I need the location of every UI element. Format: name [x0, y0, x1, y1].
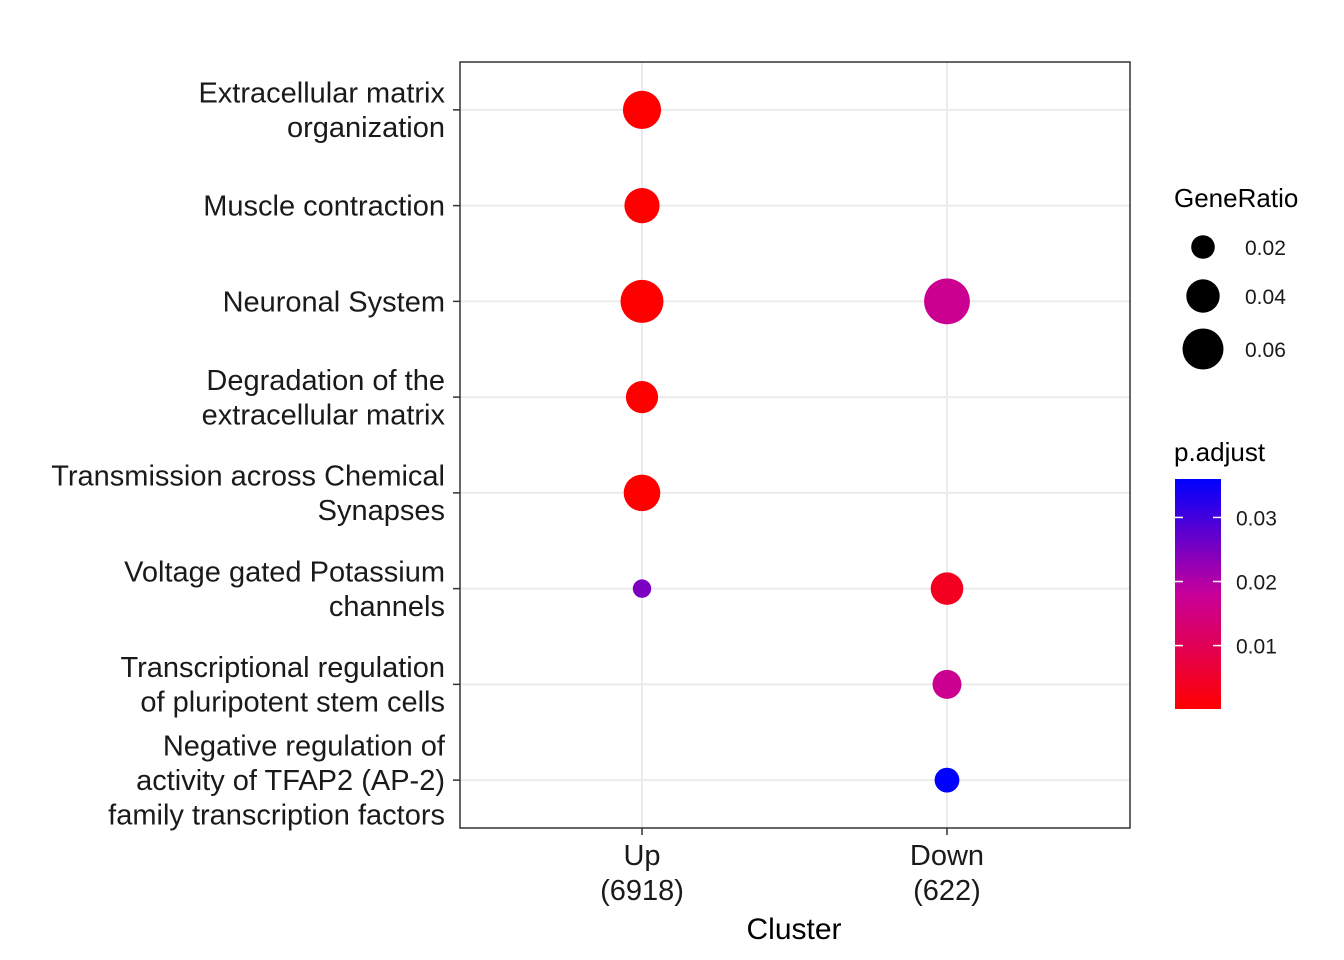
x-tick-label: Up [623, 840, 660, 872]
color-legend-label: 0.03 [1236, 507, 1277, 530]
color-legend-title: p.adjust [1174, 437, 1266, 467]
y-tick-label: Neuronal System [223, 286, 445, 318]
y-tick-label: extracellular matrix [202, 399, 446, 431]
y-tick-label: Synapses [318, 495, 445, 527]
color-legend-label: 0.01 [1236, 636, 1277, 659]
x-axis-labels: Up(6918) Down(622) [600, 828, 984, 907]
size-legend-label: 0.06 [1245, 339, 1286, 362]
color-legend: p.adjust 0.01 0.02 0.03 [1174, 437, 1277, 709]
size-legend: GeneRatio 0.02 0.04 0.06 [1174, 183, 1298, 370]
data-point [632, 579, 652, 598]
y-tick-label: of pluripotent stem cells [140, 687, 445, 719]
y-tick-label: family transcription factors [108, 800, 445, 832]
size-legend-dot [1182, 328, 1224, 370]
size-legend-title: GeneRatio [1174, 183, 1298, 213]
size-legend-dot [1186, 279, 1220, 313]
size-legend-dot [1191, 235, 1215, 259]
y-tick-label: channels [329, 591, 445, 623]
data-point [625, 381, 659, 414]
data-point [924, 278, 970, 325]
y-tick-label: Degradation of the [206, 365, 445, 397]
plot-area [459, 61, 1131, 829]
y-tick-label: Transcriptional regulation [120, 652, 445, 684]
color-legend-bar [1175, 479, 1221, 709]
y-tick-label: organization [287, 112, 445, 144]
x-tick-sublabel: (622) [913, 875, 981, 907]
x-tick-label: Down [910, 840, 984, 872]
y-tick-label: Transmission across Chemical [51, 461, 445, 493]
y-tick-label: Negative regulation of [163, 731, 446, 763]
size-legend-label: 0.02 [1245, 237, 1286, 260]
y-tick-label: activity of TFAP2 (AP-2) [136, 765, 445, 797]
y-tick-label: Extracellular matrix [198, 78, 445, 110]
y-tick-label: Muscle contraction [203, 191, 445, 223]
color-legend-label: 0.02 [1236, 572, 1277, 595]
size-legend-label: 0.04 [1245, 286, 1286, 309]
data-point [620, 279, 664, 323]
y-tick-label: Voltage gated Potassium [124, 556, 445, 588]
panel-border [459, 61, 1131, 829]
data-point [624, 188, 660, 224]
data-point [934, 767, 960, 793]
data-point [932, 669, 962, 699]
x-tick-sublabel: (6918) [600, 875, 684, 907]
data-point [930, 572, 964, 605]
data-point [622, 90, 662, 129]
data-point [623, 474, 661, 512]
x-axis-title: Cluster [746, 913, 841, 946]
